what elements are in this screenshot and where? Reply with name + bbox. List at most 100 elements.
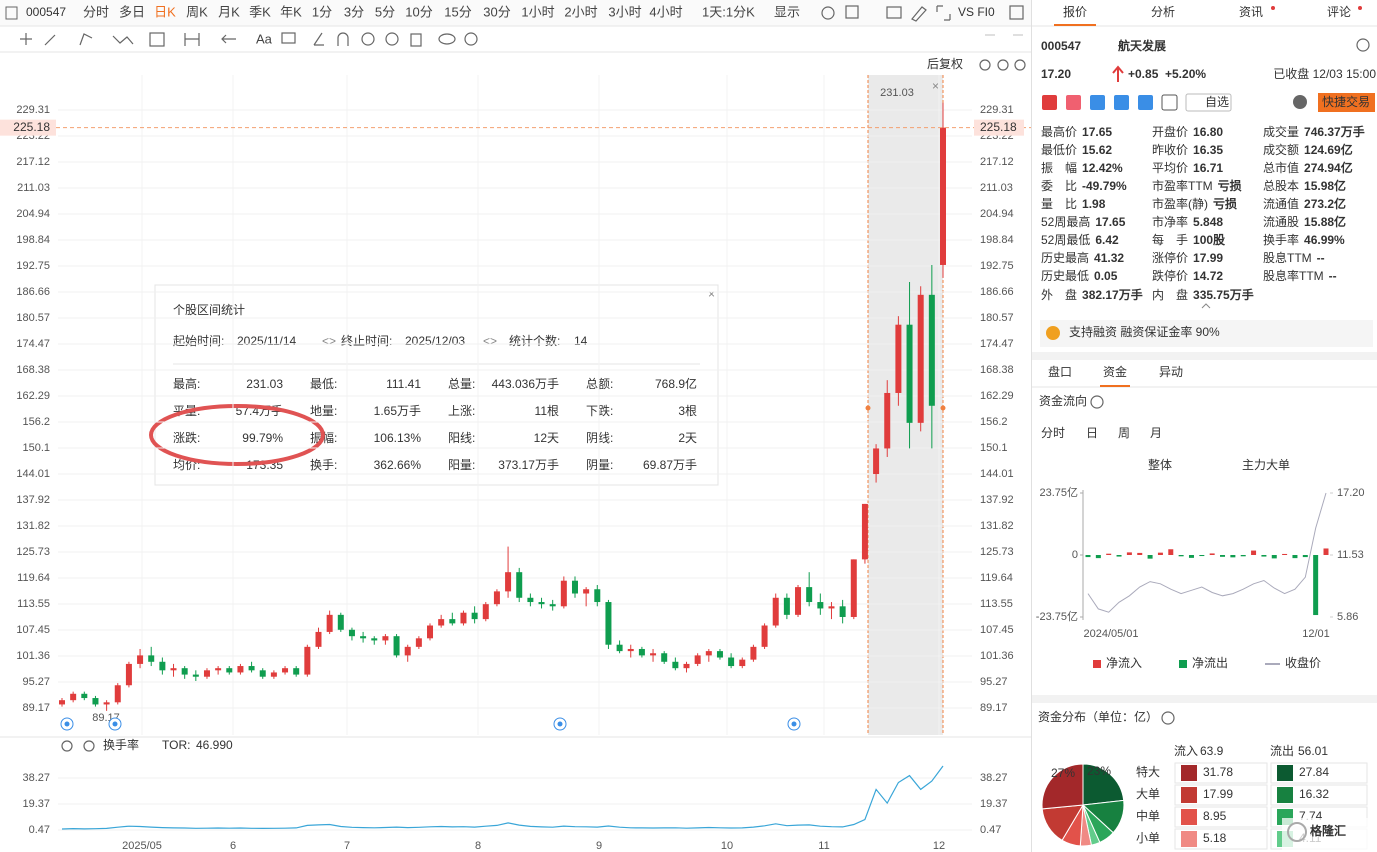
period-tab[interactable]: 5分 [375, 4, 395, 19]
y-tick-label: 174.47 [16, 338, 50, 350]
field-value: 382.17万手 [1082, 287, 1143, 302]
restore-mode[interactable]: 后复权 [927, 57, 963, 71]
period-tab[interactable]: 2小时 [564, 4, 597, 19]
zoom-out-icon[interactable] [997, 59, 1009, 71]
note-tool[interactable] [281, 32, 296, 44]
compare-button[interactable]: VS FI0 [958, 5, 995, 19]
field-value: 16.80 [1193, 125, 1223, 139]
close-range[interactable]: × [932, 79, 939, 93]
y-tick-label: 211.03 [980, 182, 1013, 194]
delete-tool[interactable] [410, 33, 422, 47]
start-stepper[interactable]: <> [322, 334, 336, 348]
flow-view[interactable]: 主力大单 [1242, 458, 1290, 472]
period-tab[interactable]: 4小时 [649, 4, 682, 19]
section-tab[interactable]: 异动 [1159, 365, 1183, 379]
tool-settings[interactable] [464, 32, 478, 46]
range-select[interactable]: 1天:1分K [702, 4, 755, 19]
trade-button[interactable] [1318, 93, 1375, 112]
high-annotation: 231.03 [880, 87, 914, 99]
close-icon[interactable] [83, 740, 95, 752]
settings-icon[interactable] [61, 740, 73, 752]
wave-tool[interactable] [112, 35, 134, 45]
period-tab[interactable]: 月K [218, 4, 240, 19]
lock-tool[interactable] [361, 32, 375, 46]
angle-tool[interactable] [313, 32, 324, 46]
field-label: 外 盘 [1041, 287, 1077, 302]
section-tab[interactable]: 资金 [1103, 364, 1127, 379]
period-tab[interactable]: 3小时 [608, 4, 641, 19]
arrow-tool[interactable] [221, 34, 236, 44]
info-icon [1090, 395, 1104, 409]
reset-icon[interactable] [979, 59, 991, 71]
watch-button[interactable] [1185, 93, 1232, 112]
hide-tool[interactable] [385, 32, 399, 46]
draw-tool[interactable] [79, 33, 93, 46]
indicator-name[interactable]: 换手率 [103, 737, 139, 752]
display-menu[interactable]: 显示 [774, 4, 800, 19]
period-tab[interactable]: 10分 [405, 4, 432, 19]
field-value: 16.35 [1193, 143, 1223, 157]
stat-label: 总额: [586, 377, 613, 391]
range-handle[interactable] [865, 405, 871, 411]
camera-icon[interactable] [886, 6, 902, 19]
field-value: 273.2亿 [1304, 196, 1346, 211]
panel-tab[interactable]: 分析 [1151, 5, 1175, 19]
period-tab[interactable]: 分时 [83, 4, 109, 19]
range-handle[interactable] [940, 405, 946, 411]
sidebar-icon[interactable] [5, 6, 18, 20]
period-tab[interactable]: 年K [280, 4, 302, 19]
alert-icon[interactable] [1293, 95, 1307, 109]
text-tool[interactable]: Aa [256, 31, 273, 46]
panel-tab[interactable]: 报价 [1063, 4, 1087, 19]
end-stepper[interactable]: <> [483, 334, 497, 348]
out-label: 流出 [1270, 744, 1294, 758]
period-tab[interactable]: 多日 [119, 4, 145, 19]
settings-icon[interactable] [821, 6, 835, 20]
fullscreen-icon[interactable] [936, 5, 951, 21]
flow-period[interactable]: 周 [1118, 426, 1130, 440]
section-title: 资金流向 [1039, 393, 1087, 408]
period-tab[interactable]: 周K [186, 4, 208, 19]
stock-code[interactable]: 000547 [26, 5, 66, 19]
range-tool[interactable] [184, 33, 200, 46]
period-tab[interactable]: 季K [249, 4, 271, 19]
period-tab[interactable]: 1分 [312, 4, 332, 19]
section-tab[interactable]: 盘口 [1048, 364, 1072, 379]
candle-body [527, 597, 534, 603]
period-tab[interactable]: 15分 [444, 4, 471, 19]
candle-body [270, 672, 277, 677]
field-value: 46.99% [1304, 233, 1345, 247]
flow-view[interactable]: 整体 [1148, 457, 1172, 472]
measure-tool[interactable] [149, 32, 165, 47]
crosshair-icon[interactable] [20, 33, 32, 45]
period-tab[interactable]: 3分 [344, 4, 364, 19]
zoom-in-icon[interactable] [1014, 59, 1026, 71]
panel-icon[interactable] [1009, 5, 1024, 20]
popup-close[interactable]: × [708, 287, 715, 301]
period-tab[interactable]: 1小时 [521, 4, 554, 19]
panel-tab[interactable]: 资讯 [1239, 5, 1263, 19]
flow-period[interactable]: 日 [1086, 426, 1098, 440]
compare-tool[interactable] [438, 33, 456, 45]
period-tab[interactable]: 日K [154, 4, 176, 19]
field-label: 流通股 [1263, 215, 1299, 229]
flow-period[interactable]: 月 [1150, 426, 1162, 440]
watermark: 格隆汇 [1310, 823, 1346, 838]
count-value: 14 [574, 334, 588, 348]
flow-bar [1323, 548, 1329, 555]
line-tool[interactable] [44, 34, 56, 46]
legend-swatch [1093, 660, 1101, 668]
candle-body [616, 644, 623, 652]
magnet-tool[interactable] [337, 32, 349, 46]
y-tick-label: 204.94 [16, 208, 50, 220]
pen-icon[interactable] [911, 6, 927, 22]
panel-tab[interactable]: 评论 [1327, 5, 1351, 19]
field-value: 亏损 [1213, 196, 1237, 211]
expand-arrow [1201, 303, 1211, 309]
period-tab[interactable]: 30分 [483, 4, 510, 19]
x-tick-label: 10 [721, 840, 733, 852]
flow-period[interactable]: 分时 [1041, 426, 1065, 440]
box-icon[interactable] [845, 5, 859, 19]
settings-icon[interactable] [1356, 38, 1370, 52]
